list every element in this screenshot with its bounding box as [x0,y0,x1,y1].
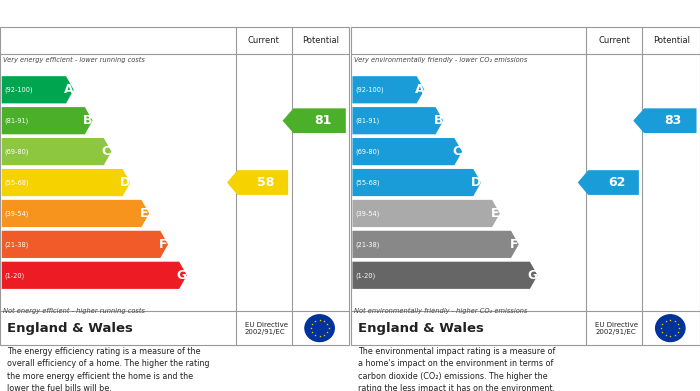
Text: (69-80): (69-80) [355,148,379,155]
Text: 83: 83 [665,114,682,127]
Text: G: G [528,269,538,282]
Text: Current: Current [248,36,280,45]
Polygon shape [1,169,130,196]
Text: Energy Efficiency Rating: Energy Efficiency Rating [5,7,168,20]
Text: Not environmentally friendly - higher CO₂ emissions: Not environmentally friendly - higher CO… [354,308,528,314]
Text: F: F [510,238,518,251]
Text: B: B [433,114,443,127]
Text: Not energy efficient - higher running costs: Not energy efficient - higher running co… [4,308,146,314]
Text: D: D [120,176,130,189]
Text: (21-38): (21-38) [355,241,379,248]
Polygon shape [352,107,443,135]
Text: E: E [140,207,148,220]
Text: (1-20): (1-20) [4,272,25,278]
Polygon shape [352,169,481,196]
Text: Potential: Potential [302,36,339,45]
Circle shape [656,315,685,341]
Polygon shape [352,76,424,103]
Circle shape [305,315,335,341]
Text: 81: 81 [314,114,331,127]
Polygon shape [578,170,639,195]
Polygon shape [352,231,519,258]
Text: C: C [453,145,462,158]
Text: The energy efficiency rating is a measure of the
overall efficiency of a home. T: The energy efficiency rating is a measur… [7,347,209,391]
Text: G: G [177,269,187,282]
Polygon shape [352,262,538,289]
Text: F: F [159,238,167,251]
Text: 62: 62 [608,176,625,189]
Polygon shape [1,262,187,289]
Text: EU Directive
2002/91/EC: EU Directive 2002/91/EC [244,322,288,335]
Polygon shape [227,170,288,195]
Polygon shape [1,200,149,227]
Text: Potential: Potential [652,36,690,45]
Text: The environmental impact rating is a measure of
a home's impact on the environme: The environmental impact rating is a mea… [358,347,555,391]
Polygon shape [283,108,346,133]
Text: EU Directive
2002/91/EC: EU Directive 2002/91/EC [595,322,638,335]
Polygon shape [1,107,92,135]
Text: A: A [64,83,74,96]
Text: (81-91): (81-91) [355,117,379,124]
Polygon shape [1,138,111,165]
Text: Very energy efficient - lower running costs: Very energy efficient - lower running co… [4,57,146,63]
Text: Very environmentally friendly - lower CO₂ emissions: Very environmentally friendly - lower CO… [354,57,528,63]
Text: (92-100): (92-100) [4,86,33,93]
Text: (55-68): (55-68) [4,179,29,186]
Text: D: D [471,176,481,189]
Polygon shape [352,200,500,227]
Polygon shape [1,76,74,103]
Polygon shape [1,231,168,258]
Polygon shape [634,108,696,133]
Text: (69-80): (69-80) [4,148,29,155]
Text: B: B [83,114,92,127]
Text: (81-91): (81-91) [4,117,29,124]
Text: (21-38): (21-38) [4,241,29,248]
Text: England & Wales: England & Wales [7,322,133,335]
Text: Environmental Impact (CO₂) Rating: Environmental Impact (CO₂) Rating [356,7,588,20]
Text: C: C [102,145,111,158]
Text: (39-54): (39-54) [4,210,29,217]
Text: E: E [491,207,499,220]
Text: (39-54): (39-54) [355,210,379,217]
Text: (92-100): (92-100) [355,86,384,93]
Polygon shape [352,138,462,165]
Text: A: A [414,83,424,96]
Text: England & Wales: England & Wales [358,322,484,335]
Text: Current: Current [598,36,631,45]
Text: (55-68): (55-68) [355,179,380,186]
Text: 58: 58 [257,176,274,189]
Text: (1-20): (1-20) [355,272,375,278]
